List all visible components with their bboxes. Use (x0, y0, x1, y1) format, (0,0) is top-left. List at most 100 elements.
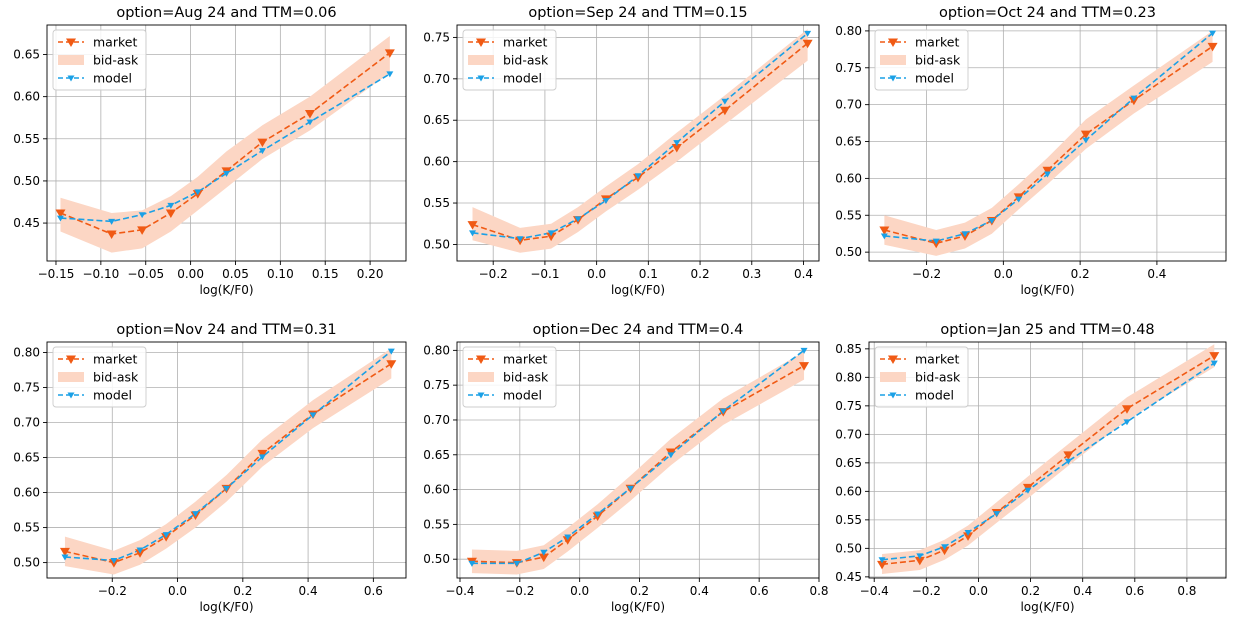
legend-market-marker (476, 355, 486, 364)
y-tick-label: 0.65 (423, 113, 450, 127)
model-point (634, 173, 642, 180)
model-point (804, 30, 812, 37)
model-point (191, 511, 199, 518)
market-point (135, 549, 146, 558)
x-tick-label: 0.1 (639, 267, 658, 281)
market-point (165, 209, 176, 218)
model-point (667, 452, 675, 459)
model-point (309, 412, 317, 419)
model-point (941, 544, 949, 551)
model-point (673, 140, 681, 147)
subplot-4: −0.2 0.0 0.2 0.4 0.6 0.50 0.55 0.60 0.65 0.70 0.75… (13, 322, 407, 614)
bid-ask-band (472, 29, 808, 253)
model-point (138, 212, 146, 219)
legend-market-label: market (93, 35, 137, 50)
market-point (1121, 405, 1132, 414)
legend: market bid-ask model (462, 29, 557, 91)
axes-frame (456, 24, 820, 262)
bid-ask-band (884, 30, 1213, 256)
x-tick-label: 0.8 (1177, 584, 1196, 598)
subplot-1: −0.15 −0.10 −0.05 0.00 0.05 0.10 0.15 0.20 0.45 0… (13, 5, 407, 297)
x-tick-label: −0.4 (445, 584, 474, 598)
legend-box (874, 346, 969, 408)
model-point (547, 230, 555, 237)
market-point (939, 546, 950, 556)
y-tick-label: 0.45 (835, 570, 862, 584)
subplot-title: option=Sep 24 and TTM=0.15 (528, 5, 747, 21)
y-tick-label: 0.75 (423, 378, 450, 392)
market-point (538, 553, 549, 563)
model-point (162, 532, 170, 539)
market-point (1042, 166, 1053, 176)
model-point (878, 557, 886, 564)
model-point (1210, 360, 1218, 367)
x-tick-label: 0.6 (364, 584, 383, 598)
y-tick-label: 0.70 (423, 413, 450, 427)
model-point (1044, 171, 1051, 178)
legend-model-marker (889, 75, 897, 82)
x-axis-label: log(K/F0) (199, 600, 253, 614)
legend-box (52, 29, 147, 91)
x-tick-label: 0.8 (809, 584, 828, 598)
legend-model-marker (67, 75, 75, 82)
market-point (55, 209, 66, 218)
subplot-5: −0.4 −0.2 0.0 0.2 0.4 0.6 0.8 0.50 0.55 0.60 0.65 0… (423, 322, 828, 614)
legend-bid-ask-label: bid-ask (915, 370, 961, 385)
market-point (257, 138, 268, 148)
legend-model-label: model (503, 388, 542, 403)
x-tick-label: −0.2 (912, 267, 941, 281)
market-point (304, 110, 315, 119)
market-point (106, 230, 117, 240)
legend: market bid-ask model (52, 346, 147, 408)
model-point (1130, 95, 1138, 102)
bid-ask-band (471, 351, 805, 575)
legend-model-marker (477, 75, 485, 82)
legend-bid-ask-label: bid-ask (93, 53, 139, 68)
x-tick-label: 0.0 (969, 584, 988, 598)
model-point (964, 529, 972, 536)
legend-bid-ask-swatch (58, 55, 84, 65)
legend-market-marker (888, 355, 898, 364)
y-tick-label: 0.70 (423, 72, 450, 86)
y-tick-label: 0.50 (423, 237, 450, 251)
x-tick-label: −0.15 (38, 267, 75, 281)
x-tick-label: 0.4 (690, 584, 709, 598)
model-point (167, 202, 175, 209)
y-tick-label: 0.55 (835, 513, 862, 527)
x-axis-label: log(K/F0) (199, 283, 253, 297)
market-point (877, 560, 888, 570)
market-point (562, 536, 573, 545)
model-point (1024, 487, 1032, 494)
model-point (56, 215, 64, 222)
x-tick-label: −0.4 (860, 584, 889, 598)
legend-market-label: market (915, 35, 959, 50)
axes-frame (868, 24, 1227, 262)
y-tick-label: 0.60 (835, 171, 862, 185)
y-tick-label: 0.70 (835, 98, 862, 112)
model-point (61, 554, 69, 561)
x-tick-label: 0.2 (1021, 584, 1040, 598)
legend-bid-ask-swatch (468, 372, 494, 382)
model-point (1064, 458, 1072, 465)
x-tick-label: 0.3 (742, 267, 761, 281)
y-tick-label: 0.50 (13, 556, 40, 570)
y-tick-label: 0.80 (835, 24, 862, 38)
legend-bid-ask-swatch (880, 55, 906, 65)
x-tick-label: 0.05 (222, 267, 249, 281)
x-tick-label: 0.4 (794, 267, 813, 281)
legend-market-marker (476, 38, 486, 47)
y-tick-label: 0.55 (13, 521, 40, 535)
y-tick-label: 0.65 (835, 135, 862, 149)
market-point (1209, 352, 1220, 361)
legend-box (462, 346, 557, 408)
subplot-title: option=Oct 24 and TTM=0.23 (939, 5, 1156, 21)
y-tick-label: 0.70 (835, 427, 862, 441)
y-tick-label: 0.75 (835, 399, 862, 413)
x-tick-label: 0.0 (994, 267, 1013, 281)
y-tick-label: 0.60 (13, 90, 40, 104)
subplot-6: −0.4 −0.2 0.0 0.2 0.4 0.6 0.8 0.45 0.50 0.55 0.60 0… (835, 322, 1227, 614)
y-tick-label: 0.60 (13, 486, 40, 500)
model-point (386, 71, 394, 78)
y-tick-label: 0.65 (13, 48, 40, 62)
x-tick-label: 0.4 (1147, 267, 1166, 281)
